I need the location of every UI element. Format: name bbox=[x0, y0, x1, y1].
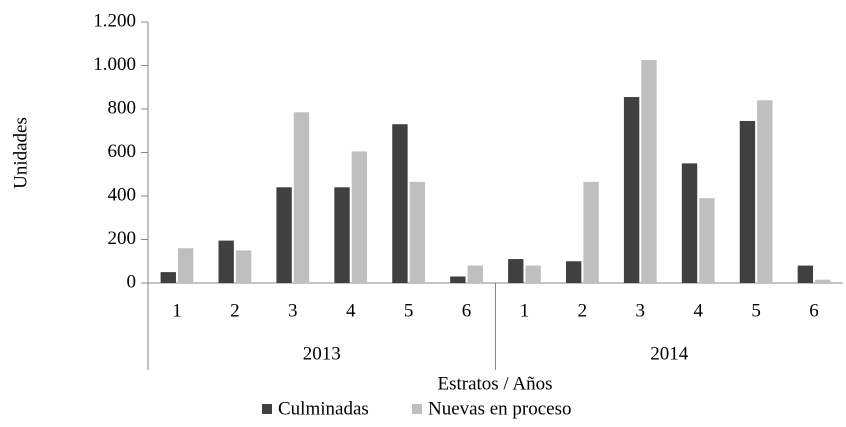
x-tick-label: 3 bbox=[636, 300, 646, 321]
bar bbox=[797, 265, 814, 283]
x-tick-label: 6 bbox=[462, 300, 472, 321]
bar bbox=[218, 240, 234, 283]
bar bbox=[160, 272, 176, 283]
bar bbox=[739, 120, 756, 284]
legend-label: Culminadas bbox=[278, 398, 369, 419]
x-tick-label: 1 bbox=[520, 300, 530, 321]
bar bbox=[467, 265, 483, 283]
bar bbox=[334, 187, 350, 283]
x-tick-label: 4 bbox=[346, 300, 356, 321]
legend-swatch bbox=[412, 404, 422, 414]
y-tick-label: 1.000 bbox=[93, 54, 136, 75]
x-tick-label: 6 bbox=[809, 300, 819, 321]
bar bbox=[450, 276, 466, 283]
y-tick-label: 800 bbox=[108, 97, 137, 118]
bar bbox=[699, 198, 715, 283]
y-axis-title: Unidades bbox=[10, 117, 31, 189]
x-tick-label: 2 bbox=[230, 300, 240, 321]
bar bbox=[177, 248, 194, 283]
bar bbox=[293, 112, 310, 283]
bar bbox=[235, 250, 252, 283]
bar bbox=[392, 124, 408, 283]
bar bbox=[623, 97, 640, 283]
y-tick-label: 1.200 bbox=[93, 10, 136, 31]
x-group-label: 2013 bbox=[303, 343, 341, 364]
bar bbox=[641, 60, 657, 283]
bar bbox=[508, 259, 524, 283]
x-tick-label: 4 bbox=[693, 300, 703, 321]
bar bbox=[681, 163, 698, 283]
y-tick-label: 0 bbox=[127, 271, 137, 292]
bar bbox=[566, 261, 582, 283]
x-tick-label: 5 bbox=[751, 300, 761, 321]
bar bbox=[583, 181, 599, 283]
bar bbox=[815, 279, 831, 283]
x-tick-label: 1 bbox=[172, 300, 182, 321]
x-tick-label: 3 bbox=[288, 300, 298, 321]
bar bbox=[351, 151, 368, 283]
bar bbox=[409, 181, 425, 283]
x-tick-label: 5 bbox=[404, 300, 414, 321]
x-group-label: 2014 bbox=[650, 343, 689, 364]
legend-swatch bbox=[262, 404, 272, 414]
x-tick-label: 2 bbox=[578, 300, 588, 321]
legend-label: Nuevas en proceso bbox=[428, 398, 572, 419]
y-tick-label: 600 bbox=[108, 141, 137, 162]
y-tick-label: 400 bbox=[108, 184, 137, 205]
x-axis-title: Estratos / Años bbox=[437, 373, 552, 394]
bar bbox=[276, 187, 292, 283]
bar bbox=[525, 265, 541, 283]
bar bbox=[757, 100, 773, 283]
y-tick-label: 200 bbox=[108, 228, 137, 249]
